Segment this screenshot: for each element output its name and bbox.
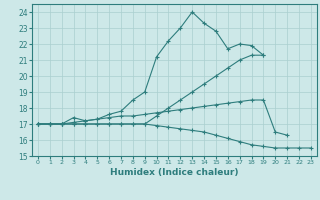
- X-axis label: Humidex (Indice chaleur): Humidex (Indice chaleur): [110, 168, 239, 177]
